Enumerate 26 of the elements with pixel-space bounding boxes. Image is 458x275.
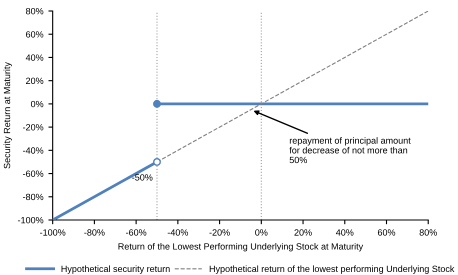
y-tick-label: 0%	[30, 100, 44, 108]
x-tick-label: 0%	[255, 229, 268, 236]
x-tick-label: -80%	[84, 229, 105, 236]
legend-label: Hypothetical security return	[62, 265, 170, 274]
y-tick-label: -80%	[22, 194, 44, 200]
legend-label: Hypothetical return of the lowest performing Underlying Stock	[210, 265, 454, 274]
x-tick-label: -100%	[40, 229, 66, 236]
y-axis-title: Security Return at Maturity	[4, 62, 12, 169]
y-tick-label: 80%	[26, 8, 44, 14]
x-tick-label: -60%	[126, 229, 146, 236]
ref-line-label: -50%	[132, 174, 153, 181]
x-tick-label: 80%	[420, 229, 437, 236]
y-tick-label: 40%	[26, 54, 44, 61]
y-tick-label: 60%	[26, 31, 44, 38]
annotation: repayment of principal amount for decrease of not more than 50%	[289, 137, 411, 164]
x-tick-label: -40%	[168, 229, 188, 236]
x-tick-label: 60%	[378, 229, 396, 236]
y-tick-label: -100%	[18, 216, 44, 224]
y-tick-label: 20%	[26, 78, 44, 84]
y-tick-label: -60%	[22, 170, 44, 177]
y-tick-label: -40%	[22, 147, 44, 154]
x-tick-label: 20%	[294, 229, 312, 236]
x-tick-label: 40%	[336, 229, 354, 236]
x-axis-title: Return of the Lowest Performing Underlying Stock at Maturity	[118, 243, 364, 252]
y-tick-label: -20%	[22, 124, 44, 130]
x-tick-label: -20%	[209, 229, 230, 236]
